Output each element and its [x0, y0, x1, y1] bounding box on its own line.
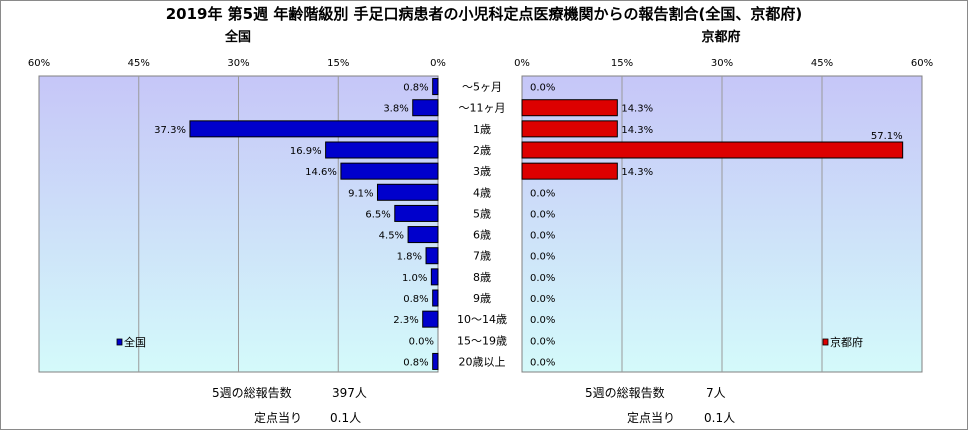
category-label: ～11ヶ月: [459, 102, 506, 115]
national-bar: [189, 120, 439, 138]
kyoto-bar: [521, 120, 618, 138]
kyoto-data-label: 0.0%: [530, 231, 555, 242]
national-bar: [432, 78, 439, 96]
kyoto-data-label: 0.0%: [530, 294, 555, 305]
kyoto-panel: 0% 15% 30% 45% 60% 0.0% 14.3% 14.3% 57.1% 14.3% 0.…: [514, 58, 933, 373]
national-per-value: 0.1人: [330, 411, 362, 425]
national-data-label: 0.8%: [403, 357, 428, 368]
category-label: 8歳: [473, 271, 491, 284]
kyoto-legend-label: 京都府: [830, 335, 863, 349]
national-bar: [432, 289, 439, 307]
national-bar: [407, 226, 439, 244]
national-data-label: 14.6%: [305, 167, 337, 178]
national-data-label: 1.0%: [402, 273, 427, 284]
kyoto-tick-label: 15%: [611, 58, 633, 69]
national-tick-label: 30%: [227, 58, 249, 69]
kyoto-data-label: 0.0%: [530, 336, 555, 347]
national-bar: [394, 204, 439, 222]
national-total-label: 5週の総報告数: [212, 386, 292, 400]
chart-title: 2019年 第5週 年齢階級別 手足口病患者の小児科定点医療機関からの報告割合(…: [165, 5, 803, 23]
national-legend-label: 全国: [124, 335, 146, 349]
category-label: ～5ヶ月: [462, 81, 502, 94]
national-total-value: 397人: [332, 386, 367, 400]
kyoto-tick-label: 0%: [514, 58, 530, 69]
kyoto-bar: [521, 162, 618, 180]
kyoto-tick-label: 60%: [911, 58, 933, 69]
national-data-label: 2.3%: [393, 315, 418, 326]
national-panel: 60% 45% 30% 15% 0% 0.8% 3.8% 37.3% 16.9% 14.6% 9.1…: [28, 58, 446, 373]
national-data-label: 1.8%: [397, 252, 422, 263]
kyoto-bar: [521, 99, 618, 117]
kyoto-data-label: 14.3%: [621, 167, 653, 178]
category-label: 6歳: [473, 229, 491, 242]
kyoto-tick-label: 30%: [711, 58, 733, 69]
category-label: 5歳: [473, 207, 491, 220]
category-label: 2歳: [473, 144, 491, 157]
panel-title-national: 全国: [224, 30, 251, 45]
national-tick-label: 45%: [128, 58, 150, 69]
kyoto-tick-label: 45%: [811, 58, 833, 69]
national-data-label: 0.8%: [403, 83, 428, 94]
kyoto-data-label: 0.0%: [530, 315, 555, 326]
national-data-label: 6.5%: [365, 209, 390, 220]
national-bar: [422, 310, 439, 328]
kyoto-data-label: 0.0%: [530, 357, 555, 368]
category-label: 20歳以上: [459, 355, 506, 368]
kyoto-bar: [521, 141, 904, 159]
kyoto-data-label: 0.0%: [530, 209, 555, 220]
national-tick-label: 0%: [430, 58, 446, 69]
kyoto-data-label: 0.0%: [530, 252, 555, 263]
category-label: 1歳: [473, 123, 491, 136]
national-data-label: 37.3%: [154, 125, 186, 136]
national-bar: [325, 141, 439, 159]
national-data-label: 16.9%: [290, 146, 322, 157]
national-bar: [340, 162, 439, 180]
national-bar: [425, 247, 439, 265]
category-label: 10～14歳: [457, 313, 507, 326]
national-data-label: 0.0%: [409, 336, 434, 347]
national-per-label: 定点当り: [254, 411, 303, 425]
kyoto-per-value: 0.1人: [704, 411, 736, 425]
kyoto-per-label: 定点当り: [627, 411, 676, 425]
kyoto-data-label: 14.3%: [621, 125, 653, 136]
kyoto-data-label: 0.0%: [530, 273, 555, 284]
category-label: 15～19歳: [457, 334, 507, 347]
kyoto-data-label: 0.0%: [530, 188, 555, 199]
panel-title-kyoto: 京都府: [701, 30, 741, 45]
national-bar: [376, 183, 439, 201]
kyoto-total-label: 5週の総報告数: [585, 386, 665, 400]
kyoto-data-label: 14.3%: [621, 104, 653, 115]
national-tick-label: 15%: [327, 58, 349, 69]
kyoto-legend-swatch: [822, 338, 829, 346]
category-label: 7歳: [473, 250, 491, 263]
national-bar: [430, 268, 439, 286]
national-data-label: 4.5%: [379, 231, 404, 242]
category-labels: ～5ヶ月 ～11ヶ月 1歳 2歳 3歳 4歳 5歳 6歳 7歳 8歳 9歳 10～14歳 15～19歳 2…: [457, 81, 507, 369]
national-data-label: 9.1%: [348, 188, 373, 199]
category-label: 9歳: [473, 292, 491, 305]
national-legend-swatch: [116, 338, 123, 346]
national-data-label: 3.8%: [383, 104, 408, 115]
national-tick-label: 60%: [28, 58, 50, 69]
national-data-label: 0.8%: [403, 294, 428, 305]
kyoto-total-value: 7人: [706, 386, 726, 400]
kyoto-data-label: 57.1%: [871, 131, 903, 142]
national-bar: [412, 99, 439, 117]
category-label: 3歳: [473, 165, 491, 178]
kyoto-data-label: 0.0%: [530, 83, 555, 94]
national-bar: [432, 352, 439, 370]
category-label: 4歳: [473, 186, 491, 199]
